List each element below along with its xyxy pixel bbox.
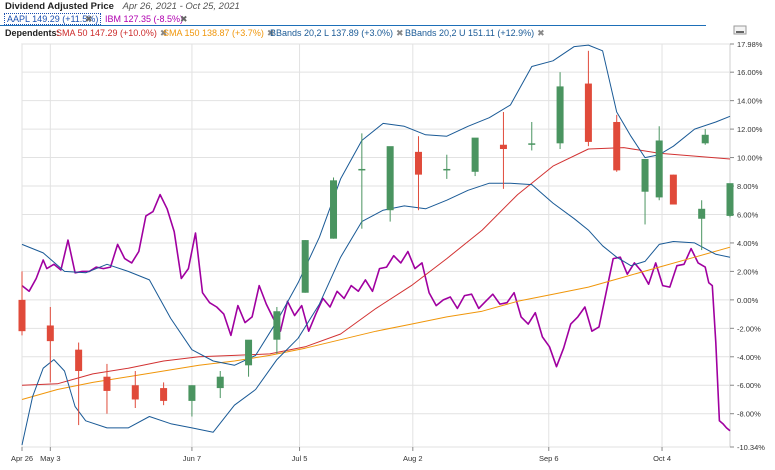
chart-header: Dividend Adjusted Price Apr 26, 2021 - O…	[5, 1, 775, 12]
candle-up	[471, 137, 479, 172]
x-tick-label: May 3	[40, 454, 60, 463]
legend-bb-upper[interactable]: BBands 20,2 U 151.11 (+12.9%) ✖	[405, 27, 545, 39]
series-line	[21, 147, 731, 386]
series-line	[21, 44, 731, 366]
candle-up	[655, 140, 663, 198]
close-icon[interactable]: ✖	[180, 14, 188, 24]
date-range: Apr 26, 2021 - Oct 25, 2021	[122, 1, 240, 12]
close-icon[interactable]: ✖	[396, 28, 404, 38]
candle-up	[726, 183, 734, 216]
candle-down	[584, 83, 592, 142]
minimize-panel-icon[interactable]	[733, 25, 747, 35]
legend-ibm[interactable]: IBM 127.35 (-8.5%)	[105, 13, 183, 25]
y-tick-label: -4.00%	[737, 353, 761, 362]
y-tick-label: 2.00%	[737, 267, 759, 276]
y-tick-label: 8.00%	[737, 182, 759, 191]
x-tick-label: Jul 5	[292, 454, 308, 463]
candle-up	[188, 385, 196, 401]
y-tick-label: 12.00%	[737, 125, 763, 134]
candle-up	[443, 168, 451, 171]
candle-up	[698, 208, 706, 219]
candle-down	[103, 376, 111, 391]
candle-up	[330, 180, 338, 239]
close-icon[interactable]: ✖	[537, 28, 545, 38]
y-tick-label: -8.00%	[737, 410, 761, 419]
candle-up	[358, 168, 366, 171]
legend-divider	[0, 25, 706, 26]
candle-up	[556, 86, 564, 144]
candle-down	[669, 174, 677, 205]
primary-legend: AAPL 149.29 (+11.5%) ✖ IBM 127.35 (-8.5%…	[0, 13, 706, 25]
candle-up	[701, 134, 709, 144]
y-tick-label: -2.00%	[737, 324, 761, 333]
candle-down	[160, 388, 168, 401]
legend-ibm-label: IBM 127.35 (-8.5%)	[105, 14, 184, 24]
plot-area	[21, 43, 731, 448]
close-icon[interactable]: ✖	[266, 28, 275, 38]
y-tick-label: 4.00%	[737, 239, 759, 248]
series-line	[21, 193, 731, 432]
candle-down	[46, 325, 54, 342]
candle-down	[499, 144, 507, 150]
x-tick-label: Apr 26	[11, 454, 33, 463]
legend-aapl[interactable]: AAPL 149.29 (+11.5%)	[4, 13, 102, 25]
y-tick-label: 16.00%	[737, 68, 763, 77]
close-icon[interactable]: ✖	[85, 14, 93, 24]
x-tick-label: Jun 7	[183, 454, 201, 463]
y-tick-label: -10.34%	[737, 443, 765, 452]
candle-up	[528, 143, 536, 145]
candle-down	[131, 385, 139, 400]
y-tick-label: -6.00%	[737, 381, 761, 390]
y-tick-label: 0.00%	[737, 296, 759, 305]
y-tick-label: 10.00%	[737, 154, 763, 163]
candle-up	[273, 311, 281, 340]
candle-down	[75, 349, 83, 372]
legend-aapl-label: AAPL 149.29 (+11.5%)	[7, 14, 99, 24]
legend-sma50[interactable]: SMA 50 147.29 (+10.0%) ✖	[56, 27, 167, 39]
legend-sma150-label: SMA 150 138.87 (+3.7%)	[163, 28, 264, 38]
legend-bb-upper-label: BBands 20,2 U 151.11 (+12.9%)	[405, 28, 535, 38]
legend-sma150[interactable]: SMA 150 138.87 (+3.7%) ✖	[163, 27, 274, 39]
candle-down	[613, 121, 621, 171]
legend-bb-lower[interactable]: BBands 20,2 L 137.89 (+3.0%) ✖	[270, 27, 404, 39]
x-tick-label: Sep 6	[539, 454, 559, 463]
series-line	[21, 182, 731, 446]
candle-down	[18, 299, 26, 332]
y-tick-label: 6.00%	[737, 210, 759, 219]
x-tick-label: Oct 4	[653, 454, 671, 463]
candle-down	[414, 151, 422, 175]
dependents-label: Dependents:	[5, 28, 60, 38]
series-line	[21, 246, 731, 400]
legend-bb-lower-label: BBands 20,2 L 137.89 (+3.0%)	[270, 28, 394, 38]
candle-up	[641, 158, 649, 192]
chart-title: Dividend Adjusted Price	[5, 1, 114, 12]
x-tick-label: Aug 2	[403, 454, 423, 463]
candle-up	[245, 339, 253, 366]
close-icon[interactable]: ✖	[159, 28, 168, 38]
legend-sma50-label: SMA 50 147.29 (+10.0%)	[56, 28, 157, 38]
candle-up	[301, 240, 309, 293]
candle-up	[386, 146, 394, 211]
y-tick-label: 17.98%	[737, 40, 763, 49]
dependents-legend: Dependents: SMA 50 147.29 (+10.0%) ✖ SMA …	[0, 27, 775, 39]
candle-up	[216, 376, 224, 389]
y-tick-label: 14.00%	[737, 97, 763, 106]
